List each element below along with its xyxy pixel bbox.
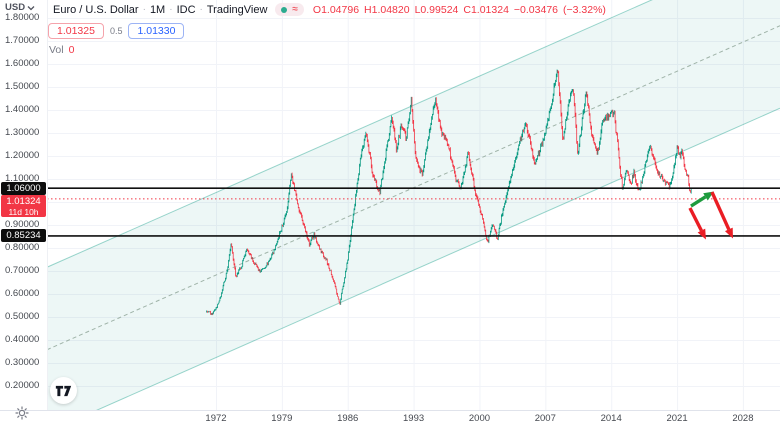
market-status-badge[interactable]: ≈ — [275, 3, 304, 16]
price-axis-label: 0.50000 — [5, 311, 40, 323]
arrow-down-drawing — [688, 207, 703, 232]
gear-icon — [15, 406, 29, 420]
time-axis-label: 2014 — [600, 413, 622, 424]
settings-gear-button[interactable] — [14, 405, 30, 421]
interval-label[interactable]: 1M — [149, 3, 166, 16]
chevron-down-icon — [27, 5, 35, 10]
currency-unit-label: USD — [5, 2, 26, 13]
price-axis-label: 1.20000 — [5, 150, 40, 162]
candles-down — [207, 70, 691, 316]
price-axis-label: 0.30000 — [5, 357, 40, 369]
buy-button[interactable]: 1.01330 — [128, 23, 185, 39]
time-axis-label: 1993 — [403, 413, 425, 424]
currency-unit-button[interactable]: USD — [5, 2, 35, 13]
time-axis-label: 2000 — [468, 413, 491, 424]
arrowhead — [724, 227, 733, 239]
price-scale-separator — [47, 0, 48, 410]
close-value: C1.01324 — [463, 3, 509, 16]
low-value: L0.99524 — [414, 3, 459, 16]
price-axis-label: 0.90000 — [5, 219, 40, 231]
exchange-label: IDC — [176, 3, 196, 16]
change-percent: (−3.32%) — [563, 3, 606, 16]
chart-legend[interactable]: Euro / U.S. Dollar · 1M · IDC · TradingV… — [53, 3, 606, 16]
current-price-value: 1.01324 — [6, 196, 41, 208]
price-axis-label: 0.70000 — [5, 265, 40, 277]
price-axis-label: 0.40000 — [5, 334, 40, 346]
time-axis-label: 1972 — [205, 413, 227, 424]
volume-label: Vol — [49, 44, 64, 56]
price-axis-label: 1.70000 — [5, 35, 40, 47]
price-axis-label: 0.20000 — [5, 380, 40, 392]
arrow-down-drawing — [710, 191, 731, 231]
chart-canvas[interactable] — [0, 0, 780, 410]
hline-price-label-upper: 1.06000 — [1, 181, 46, 195]
high-value: H1.04820 — [364, 3, 410, 16]
hline-price-label-lower: 0.85234 — [1, 229, 46, 243]
bar-countdown: 11d 10h — [8, 207, 39, 218]
channel-lower-line — [96, 107, 780, 410]
current-price-label: 1.01324 11d 10h — [1, 195, 46, 218]
price-axis-label: 1.30000 — [5, 127, 40, 139]
delayed-data-icon: ≈ — [292, 3, 298, 15]
price-axis-label: 1.60000 — [5, 58, 40, 70]
spread-value: 0.5 — [109, 26, 123, 36]
time-axis-label: 1986 — [337, 413, 359, 424]
separator-dot: · — [142, 4, 146, 15]
tradingview-logo[interactable] — [50, 377, 77, 404]
bid-ask-row: 1.01325 0.5 1.01330 — [48, 23, 185, 39]
channel-upper-line — [47, 0, 653, 268]
time-axis-label: 2007 — [534, 413, 556, 424]
provider-label: TradingView — [206, 3, 268, 16]
time-scale-separator — [0, 410, 780, 411]
price-axis-label: 1.50000 — [5, 81, 40, 93]
change-value: −0.03476 — [513, 3, 559, 16]
sell-button[interactable]: 1.01325 — [48, 23, 104, 39]
volume-value: 0 — [68, 44, 75, 56]
arrowhead — [697, 228, 706, 240]
price-axis-label: 0.60000 — [5, 288, 40, 300]
regression-channel-fill — [47, 0, 780, 410]
tradingview-logo-icon — [55, 385, 72, 396]
time-axis-label: 2021 — [666, 413, 688, 424]
gridlines — [47, 0, 780, 410]
price-axis-label: 1.80000 — [5, 12, 40, 24]
separator-dot: · — [169, 4, 173, 15]
volume-legend: Vol 0 — [49, 44, 74, 56]
separator-dot: · — [199, 4, 203, 15]
open-value: O1.04796 — [312, 3, 360, 16]
price-axis-label: 1.10000 — [5, 173, 40, 185]
ohlc-readout: O1.04796 H1.04820 L0.99524 C1.01324 −0.0… — [313, 4, 606, 16]
symbol-title[interactable]: Euro / U.S. Dollar — [53, 3, 139, 16]
arrow-up-drawing — [690, 195, 707, 208]
price-axis-label: 0.80000 — [5, 242, 40, 254]
time-axis-label: 1979 — [271, 413, 293, 424]
price-axis-label: 1.40000 — [5, 104, 40, 116]
candles-up — [206, 69, 692, 315]
market-open-dot-icon — [281, 6, 288, 13]
time-axis-label: 2028 — [732, 413, 754, 424]
